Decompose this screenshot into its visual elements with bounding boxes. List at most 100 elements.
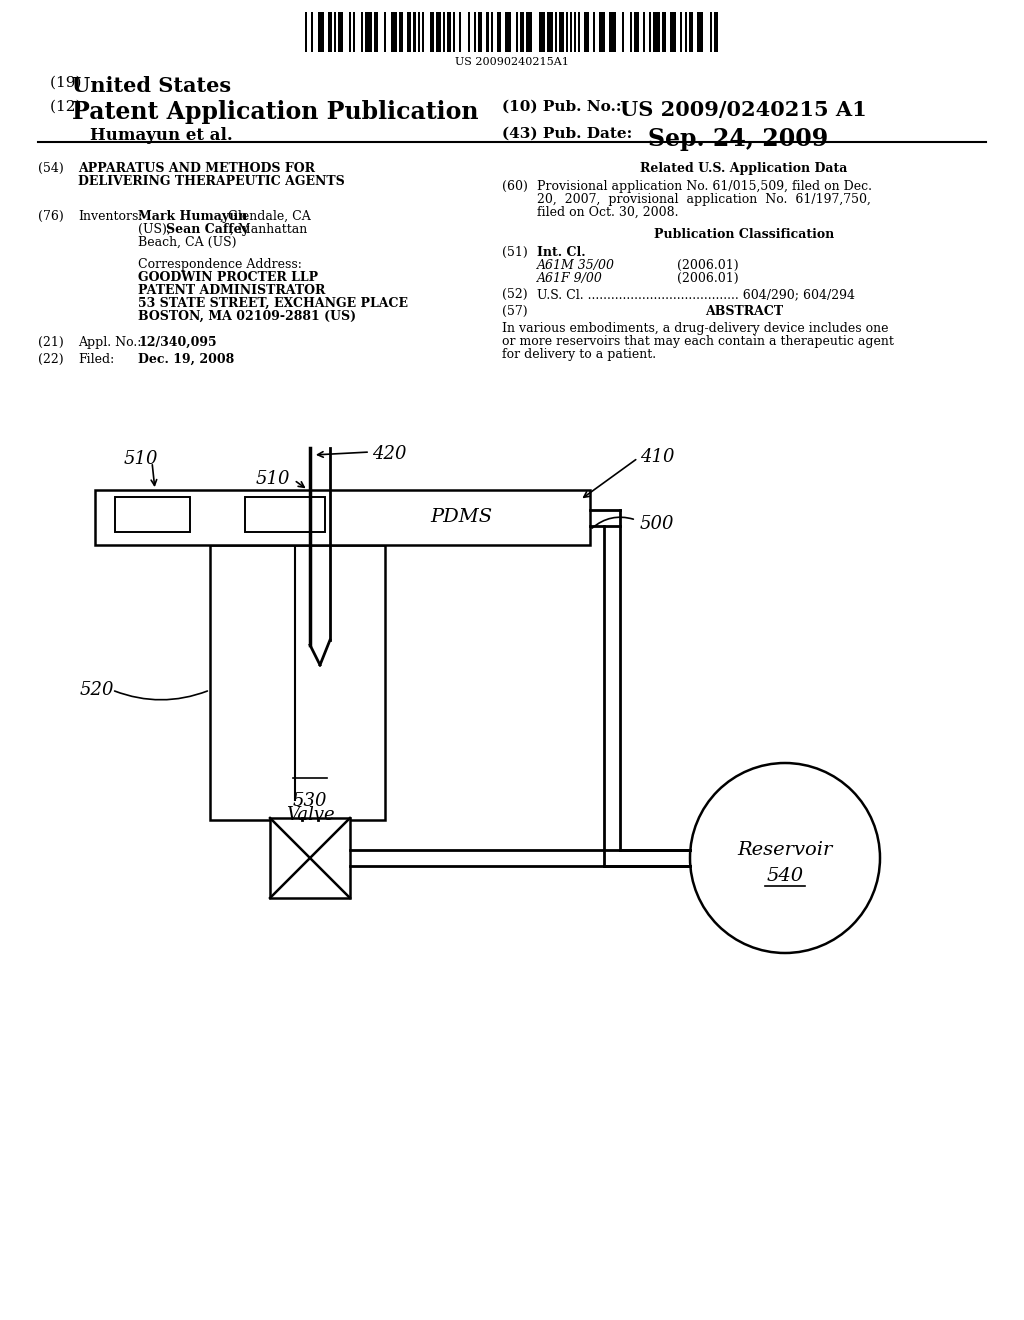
Bar [599, 12, 605, 51]
Text: Provisional application No. 61/015,509, filed on Dec.: Provisional application No. 61/015,509, … [537, 180, 872, 193]
Bar [649, 12, 651, 51]
Circle shape [690, 763, 880, 953]
Bar [328, 12, 332, 51]
Text: 500: 500 [640, 515, 675, 533]
Bar [468, 12, 470, 51]
Text: Correspondence Address:: Correspondence Address: [138, 257, 302, 271]
Bar [338, 12, 343, 51]
Bar [555, 12, 557, 51]
Text: for delivery to a patient.: for delivery to a patient. [502, 348, 656, 360]
Text: ABSTRACT: ABSTRACT [705, 305, 783, 318]
Bar [680, 12, 682, 51]
Text: 410: 410 [640, 447, 675, 466]
Bar [366, 12, 372, 51]
Bar [478, 12, 482, 51]
Text: 53 STATE STREET, EXCHANGE PLACE: 53 STATE STREET, EXCHANGE PLACE [138, 297, 408, 310]
Text: DELIVERING THERAPEUTIC AGENTS: DELIVERING THERAPEUTIC AGENTS [78, 176, 345, 187]
Text: In various embodiments, a drug-delivery device includes one: In various embodiments, a drug-delivery … [502, 322, 889, 335]
Bar [559, 12, 563, 51]
Text: (76): (76) [38, 210, 63, 223]
Bar [497, 12, 501, 51]
Bar [245, 498, 325, 532]
Bar [460, 12, 462, 51]
Text: Reservoir: Reservoir [737, 841, 833, 859]
Bar [653, 12, 659, 51]
Bar [430, 12, 434, 51]
Text: A61M 35/00: A61M 35/00 [537, 259, 615, 272]
Text: 420: 420 [372, 445, 407, 463]
Bar [270, 818, 350, 898]
Bar [714, 12, 718, 51]
Text: (US);: (US); [138, 223, 175, 236]
Bar [305, 12, 307, 51]
Text: Publication Classification: Publication Classification [654, 228, 835, 242]
Text: U.S. Cl. ....................................... 604/290; 604/294: U.S. Cl. ...............................… [537, 288, 855, 301]
Text: filed on Oct. 30, 2008.: filed on Oct. 30, 2008. [537, 206, 679, 219]
Text: (22): (22) [38, 352, 63, 366]
Bar [486, 12, 488, 51]
Bar [414, 12, 416, 51]
Text: Dec. 19, 2008: Dec. 19, 2008 [138, 352, 234, 366]
Text: Sep. 24, 2009: Sep. 24, 2009 [648, 127, 828, 150]
Text: Beach, CA (US): Beach, CA (US) [138, 236, 237, 249]
Bar [631, 12, 633, 51]
Bar [422, 12, 424, 51]
FancyArrowPatch shape [592, 517, 634, 528]
Text: United States: United States [72, 77, 231, 96]
Bar [565, 12, 567, 51]
Bar [585, 12, 589, 51]
Text: Sean Caffey: Sean Caffey [166, 223, 249, 236]
Bar [609, 12, 615, 51]
Text: (21): (21) [38, 337, 63, 348]
Text: APPARATUS AND METHODS FOR: APPARATUS AND METHODS FOR [78, 162, 315, 176]
Text: (51): (51) [502, 246, 527, 259]
Bar [442, 12, 444, 51]
Text: (57): (57) [502, 305, 527, 318]
Bar [446, 12, 451, 51]
Bar [349, 12, 351, 51]
Bar [95, 490, 590, 545]
Text: US 2009/0240215 A1: US 2009/0240215 A1 [620, 100, 866, 120]
Text: 540: 540 [766, 867, 804, 884]
Bar [689, 12, 693, 51]
Text: , Manhattan: , Manhattan [230, 223, 307, 236]
Text: Int. Cl.: Int. Cl. [537, 246, 586, 259]
Bar [635, 12, 639, 51]
Bar [374, 12, 378, 51]
Bar [574, 12, 577, 51]
Bar [361, 12, 364, 51]
Bar [311, 12, 313, 51]
Bar [115, 498, 190, 532]
Text: Related U.S. Application Data: Related U.S. Application Data [640, 162, 848, 176]
Text: (2006.01): (2006.01) [677, 272, 738, 285]
Bar [539, 12, 545, 51]
Bar [436, 12, 440, 51]
Bar [334, 12, 336, 51]
Bar [670, 12, 676, 51]
Bar [643, 12, 645, 51]
Text: US 20090240215A1: US 20090240215A1 [455, 57, 569, 67]
Text: PDMS: PDMS [430, 508, 493, 525]
Bar [697, 12, 703, 51]
Bar [710, 12, 712, 51]
Bar [662, 12, 666, 51]
Bar [685, 12, 687, 51]
Text: Patent Application Publication: Patent Application Publication [72, 100, 478, 124]
Text: (10) Pub. No.:: (10) Pub. No.: [502, 100, 622, 114]
Bar [408, 12, 412, 51]
Text: Valve: Valve [286, 807, 334, 824]
Bar [390, 12, 396, 51]
Bar [453, 12, 455, 51]
Bar [210, 545, 385, 820]
Text: A61F 9/00: A61F 9/00 [537, 272, 603, 285]
Bar [317, 12, 324, 51]
Bar [593, 12, 595, 51]
Bar [490, 12, 493, 51]
Text: 510: 510 [256, 470, 290, 488]
Bar [474, 12, 476, 51]
Bar [398, 12, 403, 51]
Text: Filed:: Filed: [78, 352, 115, 366]
Bar [579, 12, 581, 51]
Text: (54): (54) [38, 162, 63, 176]
Bar [516, 12, 518, 51]
